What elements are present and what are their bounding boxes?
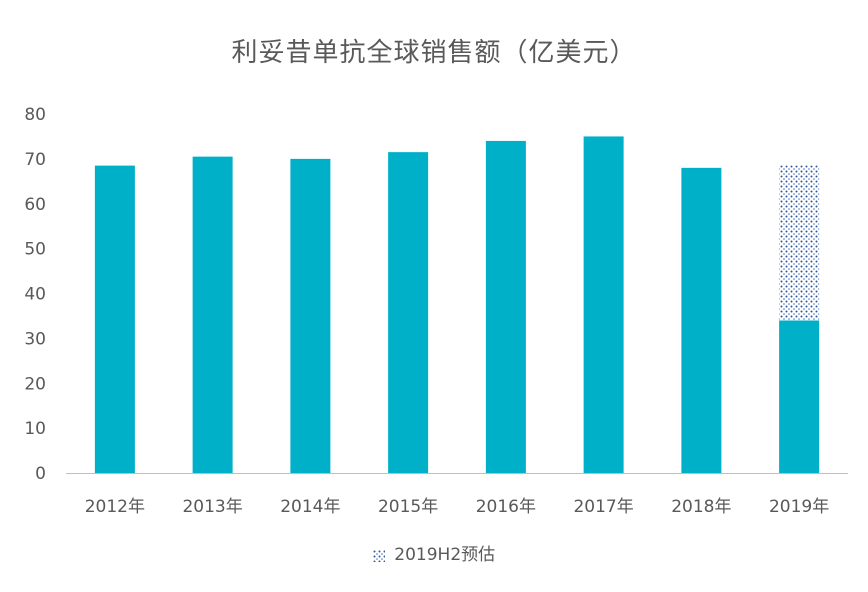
- y-tick-label: 80: [24, 105, 46, 125]
- x-tick-label: 2015年: [378, 497, 438, 517]
- y-tick-label: 70: [24, 150, 46, 170]
- chart-title: 利妥昔单抗全球销售额（亿美元）: [231, 38, 637, 68]
- y-tick-label: 50: [24, 240, 46, 260]
- y-tick-label: 60: [24, 195, 46, 215]
- bar: [290, 158, 331, 473]
- bar: [94, 165, 135, 473]
- legend: 2019H2预估: [0, 540, 868, 565]
- x-tick-label: 2013年: [182, 497, 242, 517]
- y-tick-label: 40: [24, 285, 46, 305]
- bar: [779, 320, 820, 473]
- x-tick-label: 2012年: [85, 497, 145, 517]
- bar: [681, 167, 722, 473]
- bar-estimate: [779, 165, 820, 321]
- x-axis-tick-labels: 2012年 2013年 2014年 2015年 2016年 2017年 2018年 2019年: [85, 497, 830, 517]
- legend-label: 2019H2预估: [394, 545, 496, 565]
- bar: [583, 136, 624, 473]
- bar: [485, 140, 526, 474]
- x-tick-label: 2016年: [476, 497, 536, 517]
- x-tick-label: 2018年: [671, 497, 731, 517]
- legend-swatch-dotted: [372, 547, 385, 562]
- x-tick-label: 2019年: [769, 497, 829, 517]
- bars: [94, 136, 820, 474]
- y-tick-label: 20: [24, 374, 46, 394]
- x-tick-label: 2017年: [573, 497, 633, 517]
- y-tick-label: 10: [24, 419, 46, 439]
- y-tick-label: 30: [24, 329, 46, 349]
- bar: [388, 152, 429, 474]
- x-tick-label: 2014年: [280, 497, 340, 517]
- bar: [192, 156, 233, 473]
- y-axis-tick-labels: 0 10 20 30 40 50 60 70 80: [24, 105, 46, 484]
- y-tick-label: 0: [35, 464, 46, 484]
